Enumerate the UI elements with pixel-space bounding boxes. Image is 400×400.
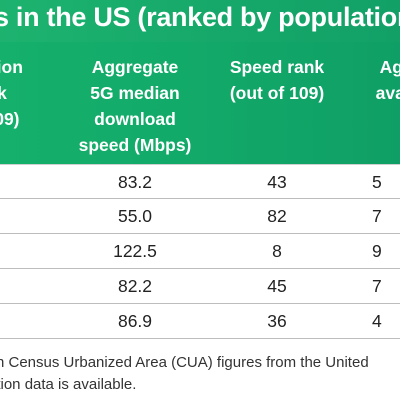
header-median-download-speed: Aggregate 5G median download speed (Mbps… bbox=[78, 57, 192, 155]
table-row: 55.0 82 7 bbox=[0, 199, 400, 234]
footnote-line-1: n Census Urbanized Area (CUA) figures fr… bbox=[0, 354, 369, 371]
header-availability: Aggr availa bbox=[375, 57, 400, 103]
availability-cell: 5 bbox=[372, 172, 382, 192]
table-body: 83.2 43 5 55.0 82 7 122.5 8 9 82.2 45 7 … bbox=[0, 164, 400, 339]
availability-cell: 4 bbox=[372, 311, 382, 331]
title-bar: s in the US (ranked by population bbox=[0, 0, 400, 42]
table-row: 82.2 45 7 bbox=[0, 269, 400, 304]
availability-cell: 9 bbox=[372, 241, 382, 261]
availability-cell: 7 bbox=[372, 276, 382, 296]
footnote-line-2: ation data is available. bbox=[0, 376, 137, 393]
table-row: 122.5 8 9 bbox=[0, 234, 400, 269]
availability-cell: 7 bbox=[372, 206, 382, 226]
rank-cell: 8 bbox=[272, 241, 282, 261]
header-population-rank: ation k 109) bbox=[0, 57, 23, 129]
speed-cell: 86.9 bbox=[117, 311, 153, 331]
table-row: 83.2 43 5 bbox=[0, 164, 400, 199]
footnote: n Census Urbanized Area (CUA) figures fr… bbox=[0, 352, 400, 396]
rank-cell: 43 bbox=[267, 172, 287, 192]
speed-cell: 82.2 bbox=[117, 276, 153, 296]
speed-cell: 83.2 bbox=[117, 172, 153, 192]
rank-cell: 45 bbox=[267, 276, 287, 296]
rank-cell: 82 bbox=[267, 206, 287, 226]
table-row: 86.9 36 4 bbox=[0, 304, 400, 339]
rank-cell: 36 bbox=[267, 311, 287, 331]
speed-cell: 122.5 bbox=[113, 241, 157, 261]
page-title: s in the US (ranked by population bbox=[0, 2, 400, 32]
table-header: ation k 109) Aggregate 5G median downloa… bbox=[0, 42, 400, 164]
header-speed-rank: Speed rank (out of 109) bbox=[229, 57, 325, 103]
speed-cell: 55.0 bbox=[117, 206, 153, 226]
